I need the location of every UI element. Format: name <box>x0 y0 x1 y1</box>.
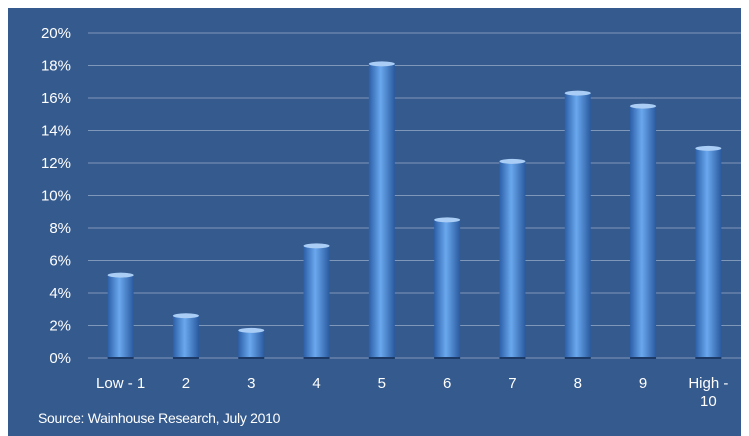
bar <box>434 219 461 358</box>
x-axis-tick-labels: Low - 1 2 3 4 5 6 7 8 9 High -10 <box>96 375 728 410</box>
bar <box>238 330 265 358</box>
y-tick-label: 12% <box>41 155 71 172</box>
bar-top-highlight <box>107 272 134 278</box>
y-tick-label: 10% <box>41 188 71 205</box>
y-tick-label: 16% <box>41 90 71 107</box>
bar-top-highlight <box>172 313 199 319</box>
source-note: Source: Wainhouse Research, July 2010 <box>38 410 281 426</box>
y-tick-label: 0% <box>49 350 71 367</box>
bar-top-highlight <box>238 327 265 333</box>
x-tick-label: High -10 <box>688 375 728 410</box>
x-tick-label: 5 <box>378 375 386 392</box>
bar <box>564 93 591 358</box>
bar <box>499 161 526 358</box>
y-axis-tick-labels: 0% 2% 4% 6% 8% 10% 12% 14% 16% 18% 20% <box>41 25 71 367</box>
bar <box>695 148 722 358</box>
y-tick-label: 6% <box>49 253 71 270</box>
y-tick-label: 8% <box>49 220 71 237</box>
x-tick-label: 6 <box>443 375 451 392</box>
y-tick-label: 2% <box>49 318 71 335</box>
bar <box>172 315 199 358</box>
bar <box>368 63 395 358</box>
bar-top-highlight <box>368 61 395 67</box>
bar-top-highlight <box>303 243 330 249</box>
bars <box>107 61 722 359</box>
bar-top-highlight <box>564 90 591 96</box>
y-tick-label: 14% <box>41 123 71 140</box>
x-tick-label: 2 <box>182 375 190 392</box>
x-tick-label: 8 <box>574 375 582 392</box>
x-tick-label: 7 <box>508 375 516 392</box>
chart-area: 0% 2% 4% 6% 8% 10% 12% 14% 16% 18% 20% Low - 1 2 3 4 5… <box>8 8 741 436</box>
bar-top-highlight <box>695 145 722 151</box>
bar-top-highlight <box>434 217 461 223</box>
x-tick-label: Low - 1 <box>96 375 145 392</box>
x-tick-label: 9 <box>639 375 647 392</box>
bar <box>107 275 134 358</box>
y-tick-label: 20% <box>41 25 71 42</box>
bar <box>303 245 330 358</box>
bar-top-highlight <box>630 103 657 109</box>
x-tick-label: 3 <box>247 375 255 392</box>
y-tick-label: 4% <box>49 285 71 302</box>
bar-chart: 0% 2% 4% 6% 8% 10% 12% 14% 16% 18% 20% Low - 1 2 3 4 5… <box>41 25 741 410</box>
x-tick-label: 4 <box>312 375 320 392</box>
y-tick-label: 18% <box>41 58 71 75</box>
bar-top-highlight <box>499 158 526 164</box>
bar <box>630 106 657 358</box>
